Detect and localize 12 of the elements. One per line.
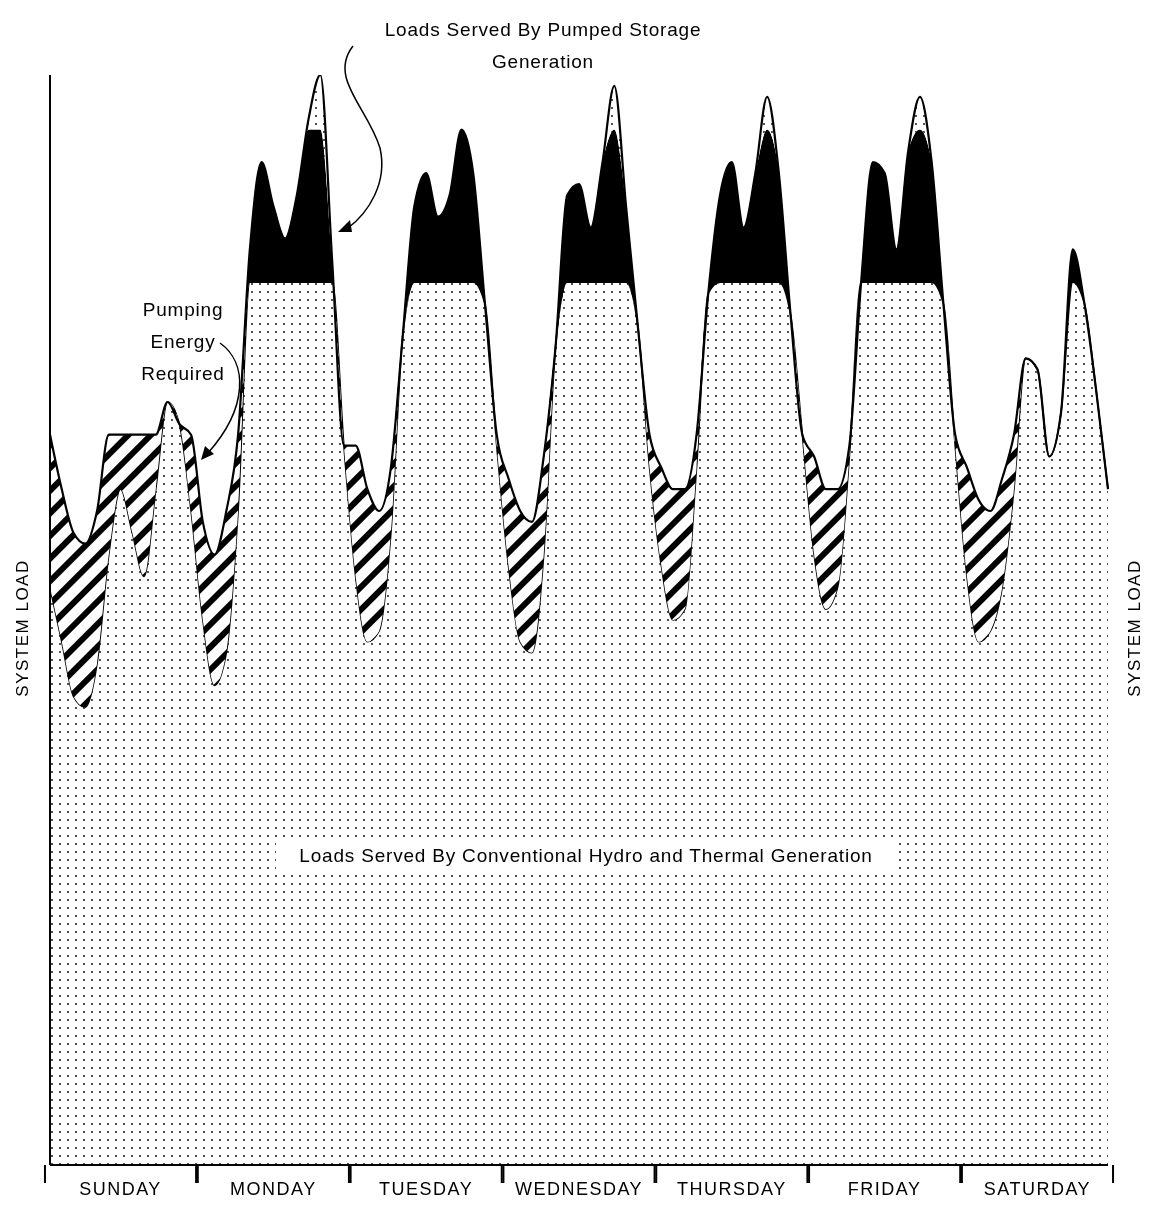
text: Loads Served By Pumped Storage Generation xyxy=(383,18,703,74)
x-tick-label: SUNDAY xyxy=(79,1179,162,1199)
y2-axis-title: SYSTEM LOAD xyxy=(1125,559,1145,697)
x-tick-label: MONDAY xyxy=(230,1179,317,1199)
x-tick-label: FRIDAY xyxy=(847,1179,922,1199)
x-tick-label: SATURDAY xyxy=(983,1179,1092,1199)
annotation: Loads Served By Conventional Hydro and Thermal Generation xyxy=(276,838,896,874)
x-tick-label: TUESDAY xyxy=(379,1179,474,1199)
y-axis-title: SYSTEM LOAD xyxy=(13,559,33,697)
x-tick-label: THURSDAY xyxy=(676,1179,787,1199)
annotation: Pumping Energy Required xyxy=(140,298,226,386)
x-tick-label: WEDNESDAY xyxy=(514,1179,644,1199)
